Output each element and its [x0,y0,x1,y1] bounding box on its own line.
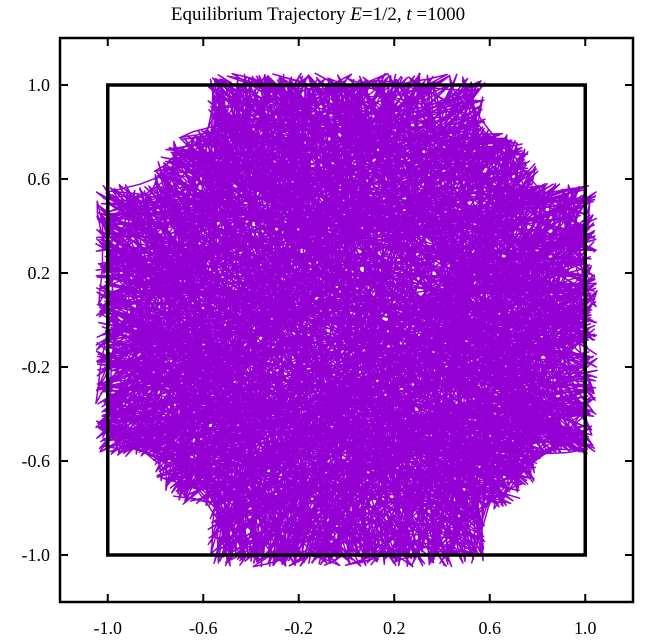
x-tick-label: -1.0 [94,618,123,638]
bounding-box [106,83,587,557]
x-tick-label: -0.2 [285,618,314,638]
trajectory-curves [95,72,598,568]
title-eq-e: =1/2, [362,4,407,25]
y-tick-label: -1.0 [22,545,51,565]
x-tick-label: 0.2 [383,618,406,638]
x-tick-label: 0.6 [479,618,502,638]
chart-title: Equilibrium Trajectory E=1/2, t =1000 [171,4,465,25]
y-axis-ticks: 1.0 0.6 0.2 -0.2 -0.6 -1.0 [22,75,633,565]
title-var-t: t [406,4,412,25]
y-tick-label: 0.2 [28,263,51,283]
title-eq-t: =1000 [412,4,465,25]
title-prefix: Equilibrium Trajectory [171,4,350,25]
y-tick-label: -0.2 [22,357,51,377]
y-tick-label: 1.0 [28,75,51,95]
plot-frame [58,36,635,604]
y-tick-label: 0.6 [28,169,51,189]
x-tick-label: -0.6 [189,618,218,638]
trajectory-segment [98,73,597,565]
y-tick-label: -0.6 [22,451,51,471]
x-axis-ticks: -1.0 -0.6 -0.2 0.2 0.6 1.0 [94,38,597,638]
x-tick-label: 1.0 [574,618,597,638]
title-var-e: E [349,4,362,25]
